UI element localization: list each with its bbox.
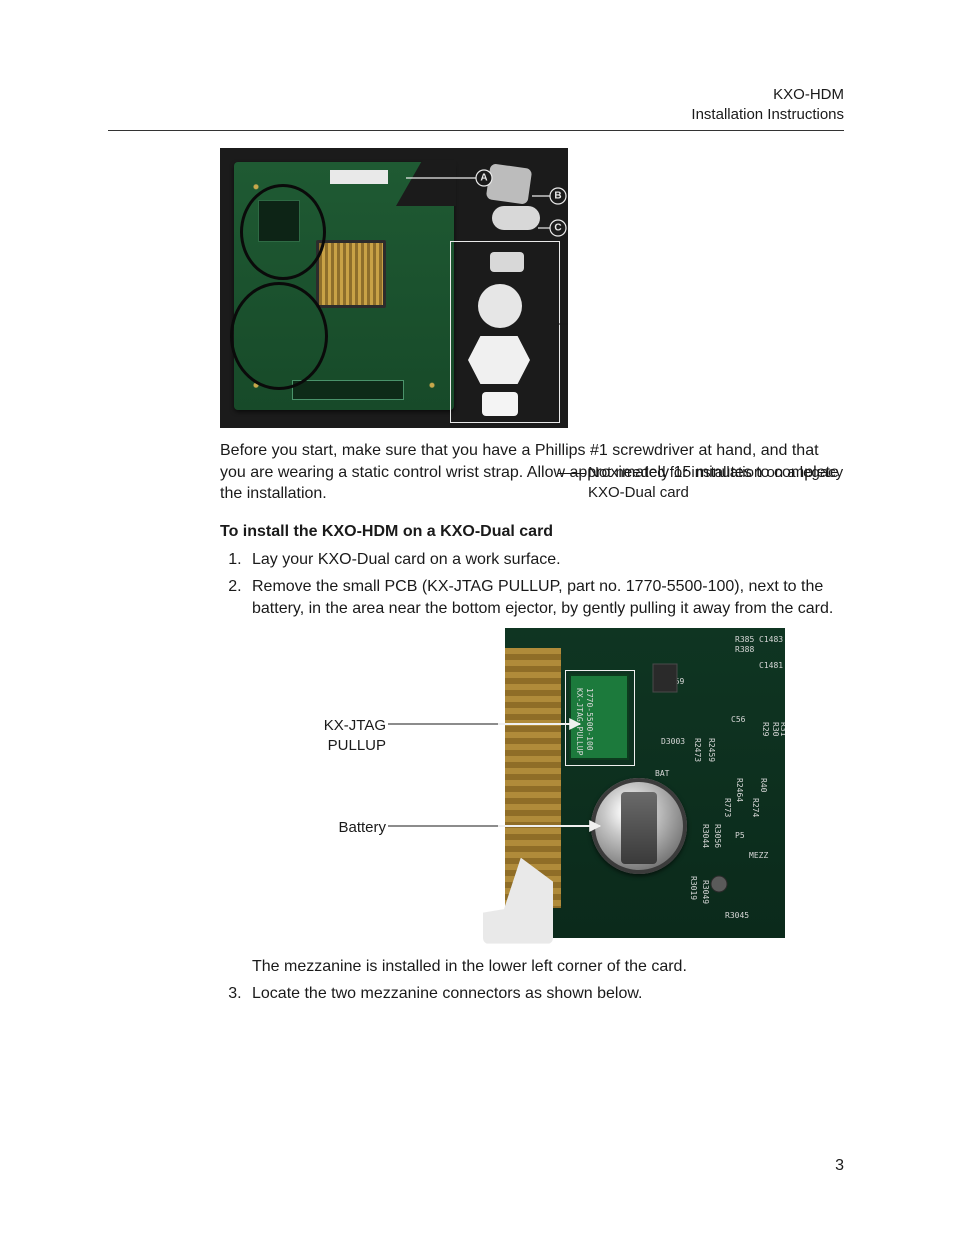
figure-2: KX-JTAG PULLUP Battery KX-JTAG PULLUP 17… — [252, 628, 856, 948]
svg-text:R274: R274 — [751, 798, 760, 817]
step-1: Lay your KXO-Dual card on a work surface… — [246, 549, 856, 571]
figure-2-label-battery: Battery — [328, 818, 386, 838]
section-heading: To install the KXO-HDM on a KXO-Dual car… — [220, 523, 844, 541]
figure-1-callout-text: Not needed for installation on a legacy … — [588, 463, 848, 502]
doc-title: Installation Instructions — [691, 105, 844, 125]
page: KXO-HDM Installation Instructions — [0, 0, 954, 1235]
svg-text:KX-JTAG PULLUP: KX-JTAG PULLUP — [575, 688, 584, 756]
svg-text:MEZZ: MEZZ — [749, 851, 768, 860]
svg-text:R388: R388 — [735, 645, 754, 654]
svg-text:R2464: R2464 — [735, 778, 744, 802]
svg-text:D3003: D3003 — [661, 737, 685, 746]
svg-text:R3049: R3049 — [701, 880, 710, 904]
steps-list: Lay your KXO-Dual card on a work surface… — [220, 549, 856, 1005]
page-header: KXO-HDM Installation Instructions — [691, 85, 844, 126]
svg-text:R29: R29 — [761, 722, 770, 737]
step-2-followup: The mezzanine is installed in the lower … — [252, 956, 830, 978]
svg-text:R385: R385 — [735, 635, 754, 644]
svg-text:1770-5500-100: 1770-5500-100 — [585, 688, 594, 751]
step-2-text: Remove the small PCB (KX-JTAG PULLUP, pa… — [252, 578, 833, 617]
edge-connector — [292, 380, 404, 400]
figure-1: A B C Not needed for installation on a l… — [108, 148, 844, 428]
content-area: A B C Not needed for installation on a l… — [108, 148, 844, 1011]
svg-text:R773: R773 — [723, 798, 732, 817]
svg-text:R31: R31 — [779, 722, 785, 737]
pcb-label-sticker — [330, 170, 388, 184]
page-number: 3 — [835, 1157, 844, 1175]
svg-text:R3056: R3056 — [713, 824, 722, 848]
step-2: Remove the small PCB (KX-JTAG PULLUP, pa… — [246, 576, 856, 977]
mezzanine-card-illustration — [234, 162, 454, 410]
step-3: Locate the two mezzanine connectors as s… — [246, 983, 856, 1005]
svg-text:C56: C56 — [731, 715, 746, 724]
svg-text:BAT: BAT — [655, 769, 670, 778]
figure-2-photo: KX-JTAG PULLUP 1770-5500-100 BAT MEZZ R3… — [505, 628, 785, 938]
figure-1-callout-leader — [558, 473, 585, 474]
header-rule — [108, 130, 844, 131]
figure-2-silkscreen: KX-JTAG PULLUP 1770-5500-100 BAT MEZZ R3… — [505, 628, 785, 938]
svg-text:R3019: R3019 — [689, 876, 698, 900]
figure-1-photo — [220, 148, 568, 428]
svg-text:C1483: C1483 — [759, 635, 783, 644]
svg-text:C1481: C1481 — [759, 661, 783, 670]
svg-text:P5: P5 — [735, 831, 745, 840]
svg-text:R30: R30 — [771, 722, 780, 737]
figure-2-label-jtag: KX-JTAG PULLUP — [274, 716, 386, 757]
svg-text:R40: R40 — [759, 778, 768, 793]
svg-text:R2459: R2459 — [707, 738, 716, 762]
product-name: KXO-HDM — [691, 85, 844, 105]
svg-text:R3044: R3044 — [701, 824, 710, 848]
gold-heatsink-chip — [316, 240, 386, 308]
svg-text:R2473: R2473 — [693, 738, 702, 762]
svg-text:R3045: R3045 — [725, 911, 749, 920]
